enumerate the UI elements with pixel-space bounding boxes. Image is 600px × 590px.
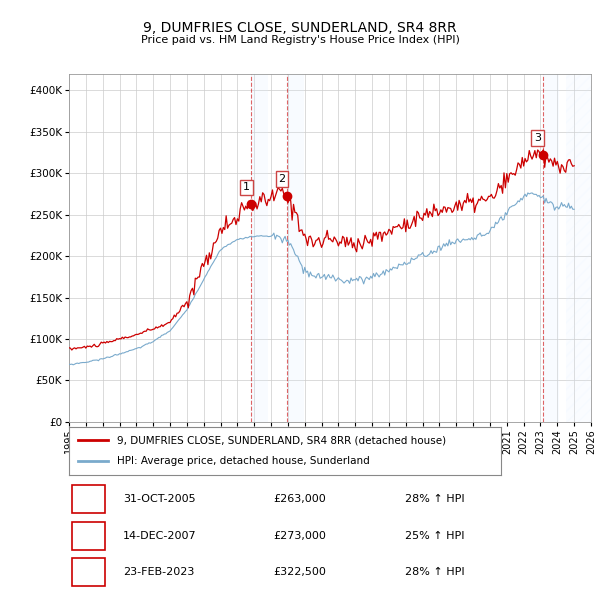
Text: 2: 2 — [278, 174, 286, 184]
Text: 31-OCT-2005: 31-OCT-2005 — [123, 494, 196, 504]
Bar — [287, 74, 304, 422]
Text: 28% ↑ HPI: 28% ↑ HPI — [405, 494, 464, 504]
Text: 3: 3 — [85, 568, 92, 577]
Text: 9, DUMFRIES CLOSE, SUNDERLAND, SR4 8RR (detached house): 9, DUMFRIES CLOSE, SUNDERLAND, SR4 8RR (… — [116, 435, 446, 445]
Text: Price paid vs. HM Land Registry's House Price Index (HPI): Price paid vs. HM Land Registry's House … — [140, 35, 460, 45]
Text: 9, DUMFRIES CLOSE, SUNDERLAND, SR4 8RR: 9, DUMFRIES CLOSE, SUNDERLAND, SR4 8RR — [143, 21, 457, 35]
Text: 3: 3 — [534, 133, 541, 143]
Text: 23-FEB-2023: 23-FEB-2023 — [123, 568, 194, 577]
Text: 1: 1 — [85, 494, 92, 504]
Text: 14-DEC-2007: 14-DEC-2007 — [123, 531, 197, 540]
Text: £263,000: £263,000 — [273, 494, 326, 504]
Text: 28% ↑ HPI: 28% ↑ HPI — [405, 568, 464, 577]
Bar — [566, 74, 591, 422]
Bar — [542, 74, 559, 422]
Text: 25% ↑ HPI: 25% ↑ HPI — [405, 531, 464, 540]
Text: £273,000: £273,000 — [273, 531, 326, 540]
Bar — [251, 74, 268, 422]
Text: £322,500: £322,500 — [273, 568, 326, 577]
Text: HPI: Average price, detached house, Sunderland: HPI: Average price, detached house, Sund… — [116, 457, 369, 467]
Text: 1: 1 — [243, 182, 250, 192]
Text: 2: 2 — [85, 531, 92, 540]
